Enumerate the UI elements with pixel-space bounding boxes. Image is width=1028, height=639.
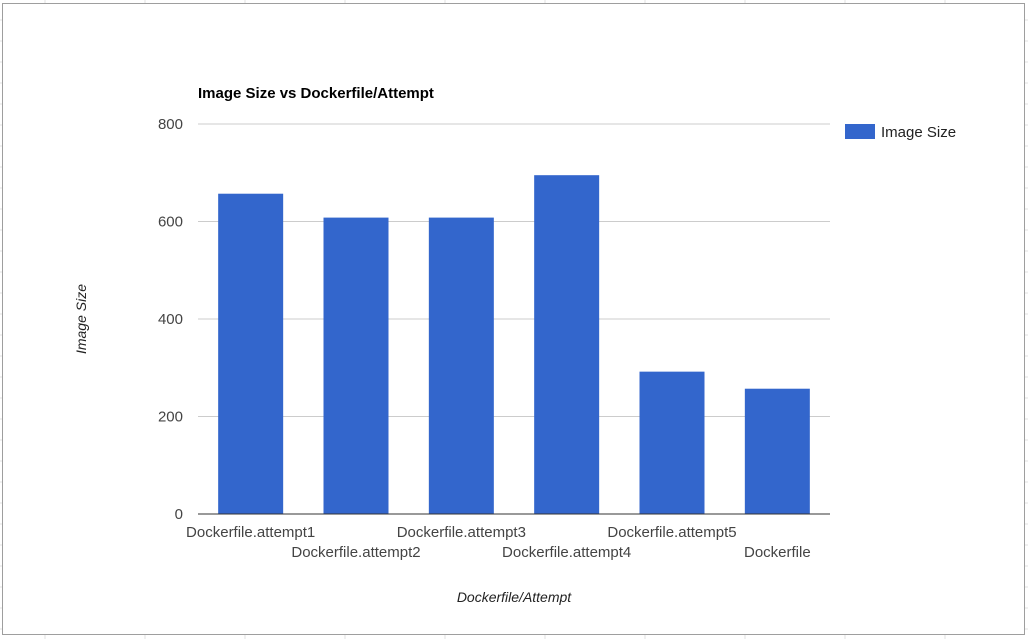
bar[interactable]: [323, 217, 389, 514]
bar[interactable]: [534, 175, 600, 514]
chart-title: Image Size vs Dockerfile/Attempt: [198, 85, 434, 102]
x-tick-label: Dockerfile: [744, 544, 811, 561]
y-tick-label: 400: [158, 311, 183, 328]
x-tick-label: Dockerfile.attempt3: [397, 524, 526, 541]
bar[interactable]: [218, 193, 284, 514]
y-axis-ticks: 0 200 400 600 800: [158, 116, 183, 523]
bar[interactable]: [428, 217, 494, 514]
y-tick-label: 600: [158, 214, 183, 231]
x-axis-title: Dockerfile/Attempt: [457, 589, 572, 605]
legend-swatch: [845, 124, 875, 139]
y-tick-label: 0: [175, 506, 183, 523]
bars: [218, 175, 810, 514]
legend[interactable]: Image Size: [845, 124, 956, 141]
legend-label: Image Size: [881, 124, 956, 141]
x-axis-ticks: Dockerfile.attempt1 Dockerfile.attempt2 Do…: [186, 524, 811, 561]
x-tick-label: Dockerfile.attempt5: [607, 524, 736, 541]
x-tick-label: Dockerfile.attempt1: [186, 524, 315, 541]
gridlines: [198, 123, 830, 417]
y-tick-label: 200: [158, 409, 183, 426]
bar[interactable]: [639, 371, 705, 514]
x-tick-label: Dockerfile.attempt4: [502, 544, 631, 561]
y-axis-title: Image Size: [73, 284, 89, 354]
bar[interactable]: [744, 388, 810, 514]
y-tick-label: 800: [158, 116, 183, 133]
x-tick-label: Dockerfile.attempt2: [291, 544, 420, 561]
